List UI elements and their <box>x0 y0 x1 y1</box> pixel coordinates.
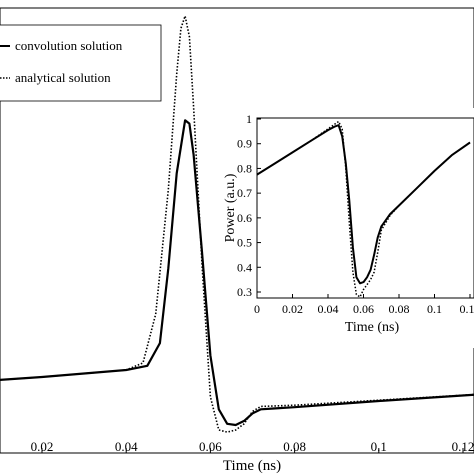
inset-x-tick-label: 0.1 <box>427 302 442 316</box>
main-x-tick-label: 0.12 <box>452 439 474 454</box>
main-x-tick-label: 0.04 <box>115 439 138 454</box>
inset-y-tick-label: 0.5 <box>237 236 252 250</box>
main-plot: 0.02 0.04 0.06 0.08 0.1 0.12 Time (ns) <box>0 7 474 474</box>
inset-y-tick-label: 0.6 <box>237 211 252 225</box>
main-x-tick-label: 0.02 <box>31 439 54 454</box>
main-x-tick-label: 0.06 <box>199 439 222 454</box>
inset-y-tick-label: 0.8 <box>237 161 252 175</box>
inset-x-tick-label: 0 <box>254 302 260 316</box>
inset-y-tick-label: 1 <box>246 112 252 126</box>
inset-y-tick-label: 0.4 <box>237 260 252 274</box>
inset-plot: 0 0.02 0.04 0.06 0.08 0.1 0.12 0.3 0.4 0.5 0.6 0.7… <box>218 108 474 348</box>
main-x-axis-label: Time (ns) <box>223 458 281 474</box>
main-x-tick-label: 0.08 <box>283 439 306 454</box>
main-series-line-analytical <box>0 15 474 433</box>
inset-x-tick-label: 0.12 <box>460 302 474 316</box>
main-x-axis-ticks: 0.02 0.04 0.06 0.08 0.1 0.12 <box>31 439 474 454</box>
legend-box <box>0 24 162 102</box>
inset-series-line-convolution <box>256 124 471 285</box>
main-series-line-convolution <box>0 119 474 427</box>
legend-label-analytical: analytical solution <box>15 70 111 85</box>
main-plot-frame <box>0 7 474 454</box>
inset-y-tick-label: 0.3 <box>237 285 252 299</box>
inset-plot-frame <box>256 117 474 299</box>
legend-label-convolution: convolution solution <box>15 38 123 53</box>
inset-background <box>218 108 474 348</box>
inset-y-tick-label: 0.7 <box>237 186 252 200</box>
inset-plot-lines <box>256 120 471 298</box>
main-x-tick-label: 0.1 <box>371 439 387 454</box>
inset-x-tick-label: 0.02 <box>282 302 303 316</box>
inset-y-axis-label: Power (a.u.) <box>223 173 238 242</box>
inset-y-tick-label: 0.9 <box>237 137 252 151</box>
inset-x-tick-label: 0.08 <box>389 302 410 316</box>
main-plot-lines <box>0 15 474 433</box>
inset-y-axis-ticks: 0.3 0.4 0.5 0.6 0.7 0.8 0.9 1 <box>237 112 261 299</box>
inset-x-axis-ticks: 0 0.02 0.04 0.06 0.08 0.1 0.12 <box>254 294 474 316</box>
inset-x-tick-label: 0.06 <box>353 302 374 316</box>
inset-x-tick-label: 0.04 <box>318 302 339 316</box>
inset-x-axis-label: Time (ns) <box>345 320 400 335</box>
legend: convolution solution analytical solution <box>0 24 162 102</box>
